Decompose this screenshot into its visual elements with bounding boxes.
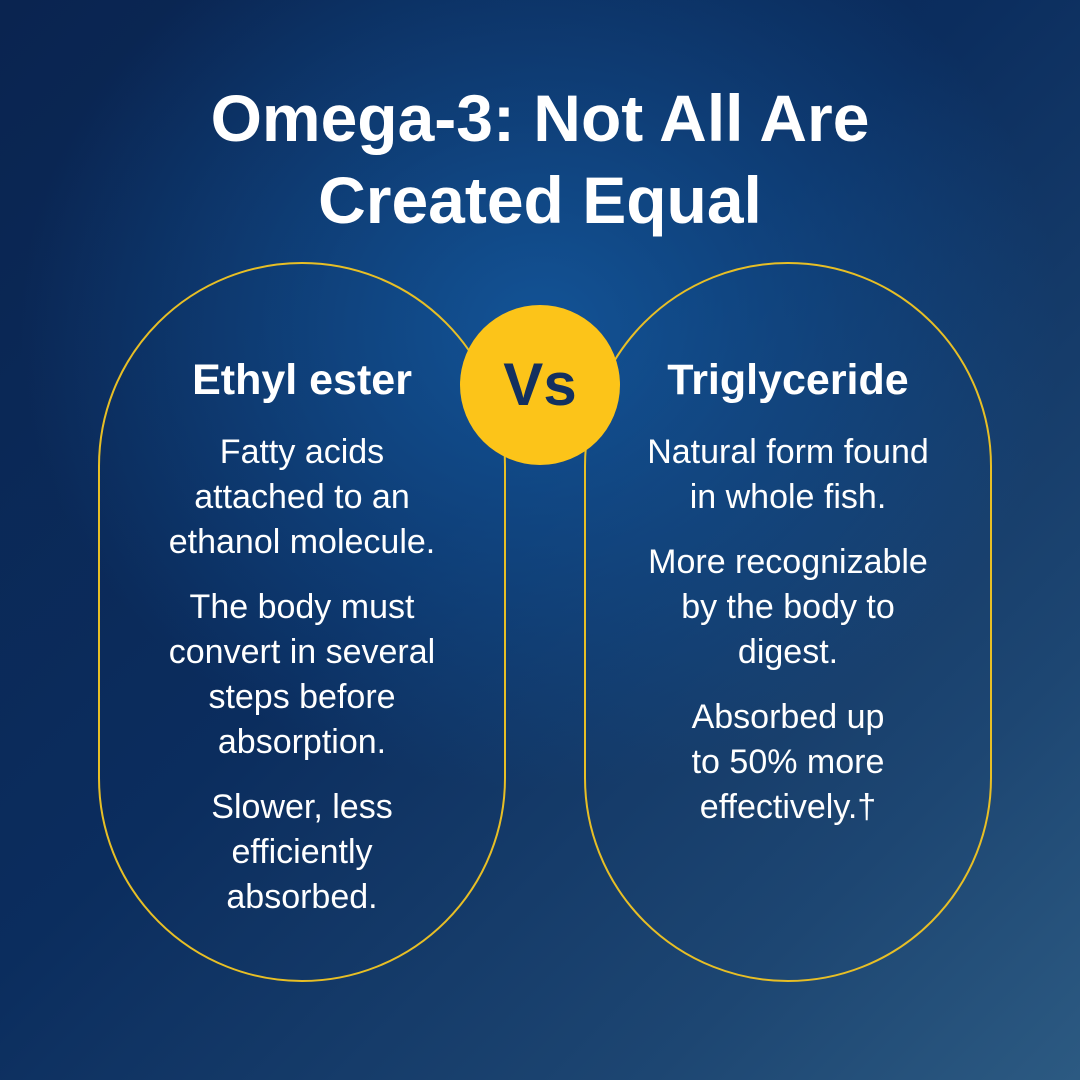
panel-heading: Ethyl ester (192, 356, 412, 404)
panel-text: steps before (208, 678, 396, 716)
panel-text: digest. (737, 633, 839, 671)
panel-text: Natural form found (647, 433, 929, 471)
panel-text: The body must (189, 588, 415, 626)
panel-text: convert in several (168, 633, 436, 671)
panel-outline (98, 262, 506, 982)
title: Created Equal (318, 163, 762, 237)
panel-outline (584, 262, 992, 982)
panel-text: effectively.† (699, 788, 877, 826)
panel-text: absorption. (217, 723, 387, 761)
title: Omega-3: Not All Are (210, 81, 870, 155)
panel-text: Slower, less (211, 788, 393, 826)
panel-text: to 50% more (691, 743, 885, 781)
panel-text: More recognizable (648, 543, 928, 581)
panel-text: ethanol molecule. (168, 523, 436, 561)
panel-text: in whole fish. (689, 478, 887, 516)
panel-text: attached to an (194, 478, 410, 516)
panel-text: Fatty acids (219, 433, 385, 471)
panel-text: efficiently (231, 833, 373, 871)
panel-text: by the body to (681, 588, 895, 626)
panel-heading: Triglyceride (667, 356, 909, 404)
vs-badge: Vs (460, 305, 620, 465)
panel-text: Absorbed up (691, 698, 885, 736)
panel-text: absorbed. (226, 878, 378, 916)
